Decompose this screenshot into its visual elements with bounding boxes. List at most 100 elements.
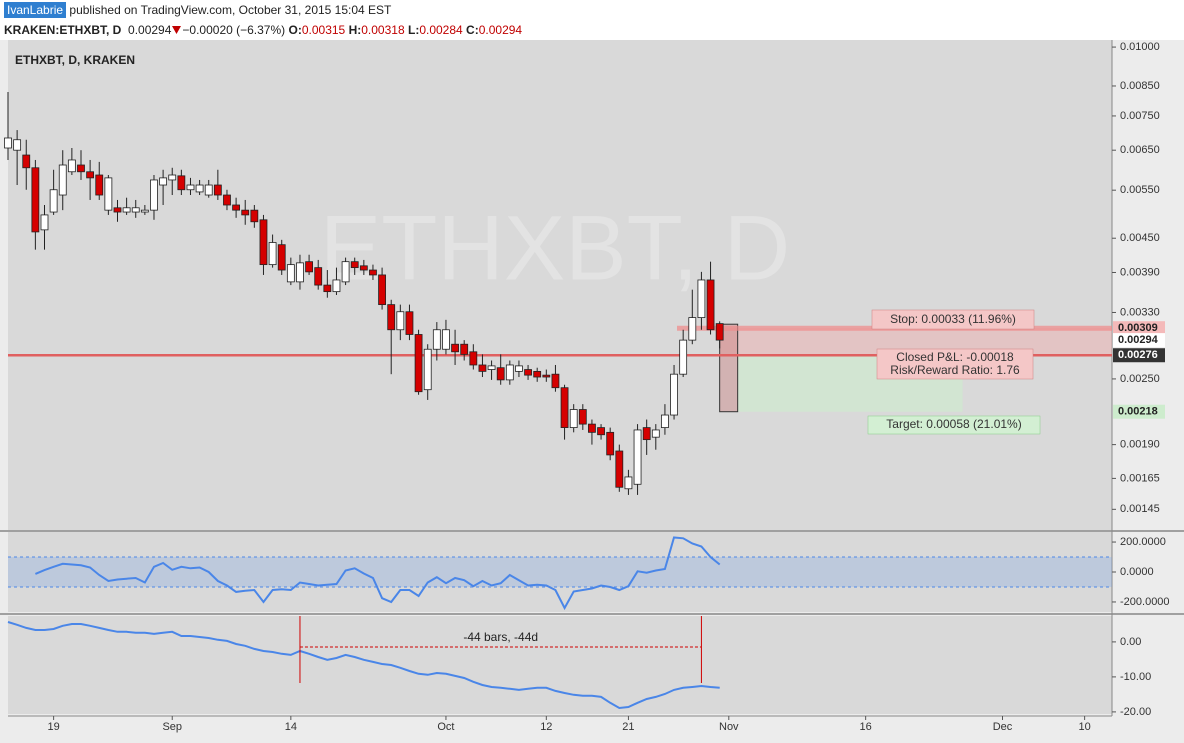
candle-body <box>359 265 368 271</box>
y-tick-label: 0.00165 <box>1120 472 1160 484</box>
pnl-box-bg <box>876 348 1034 380</box>
cci-band <box>8 557 1112 587</box>
candle-body <box>524 369 532 376</box>
candle-body <box>104 177 113 211</box>
candle-body <box>633 429 642 485</box>
candle-body <box>350 261 359 269</box>
x-tick-label: Oct <box>437 721 454 733</box>
price-label: 0.00276 <box>1118 349 1158 361</box>
candle-body <box>651 429 660 438</box>
x-tick-label: Sep <box>162 721 182 733</box>
candle-body <box>460 343 469 355</box>
measure-label: -44 bars, -44d <box>463 630 538 644</box>
ohlc-value: 0.00284 <box>419 23 463 37</box>
y-tick-label: 0.0000 <box>1120 566 1154 578</box>
y-tick-label: 0.00450 <box>1120 232 1160 244</box>
author[interactable]: IvanLabrie <box>4 2 67 18</box>
candle-body <box>551 373 560 389</box>
candle-body <box>49 189 58 213</box>
position-box <box>719 323 739 413</box>
candle-body <box>113 207 122 213</box>
candle-body <box>186 184 195 191</box>
y-tick-label: 0.00750 <box>1120 110 1160 122</box>
candle-body <box>661 414 669 429</box>
price-label-bg <box>1113 321 1165 336</box>
ohlc-key: L: <box>407 23 420 37</box>
candle-body <box>40 214 49 231</box>
quote-row: KRAKEN:ETHXBT, D 0.00294 −0.00020 (−6.37%… <box>0 20 1184 40</box>
candle-body <box>250 209 259 223</box>
candle-body <box>396 311 405 331</box>
x-tick-label: 19 <box>47 721 59 733</box>
y-tick-label: 200.0000 <box>1120 536 1166 548</box>
osc-pane <box>8 616 1112 714</box>
y-tick-label: 0.00650 <box>1120 144 1160 156</box>
candle-body <box>414 334 423 393</box>
candle-body <box>58 164 67 196</box>
candle-body <box>378 274 386 306</box>
candle-body <box>195 184 204 193</box>
candle-body <box>314 267 323 286</box>
ohlc-key: H: <box>348 23 362 37</box>
candle-body <box>515 365 523 372</box>
x-tick-label: 21 <box>622 721 634 733</box>
ohlc-value: 0.00315 <box>301 23 346 37</box>
down-arrow <box>172 26 182 34</box>
indicator-line <box>7 621 720 710</box>
symbol: KRAKEN:ETHXBT, D <box>4 23 122 37</box>
candle-body <box>4 137 12 149</box>
candle-body <box>542 374 551 378</box>
price-label: 0.00218 <box>1118 406 1158 418</box>
candle-body <box>268 242 277 266</box>
target-box-bg <box>867 415 1041 435</box>
y-tick-label: 0.00390 <box>1120 266 1160 278</box>
y-tick-label: -200.0000 <box>1120 596 1170 608</box>
candle-body <box>259 219 268 266</box>
candle-body <box>697 279 706 318</box>
candle-body <box>67 159 76 173</box>
ohlc-item: C:0.00294 <box>463 23 522 37</box>
ratio-text: Risk/Reward Ratio: 1.76 <box>890 363 1020 377</box>
candle-body <box>223 194 231 206</box>
candle-body <box>679 339 688 375</box>
chart-title: ETHXBT, D, KRAKEN <box>15 53 135 67</box>
ohlc-item: O:0.00315 <box>285 23 346 37</box>
candle-body <box>22 154 31 169</box>
x-tick-label: Dec <box>993 721 1013 733</box>
x-tick-label: 12 <box>540 721 552 733</box>
publish-row: IvanLabrie published on TradingView.com,… <box>0 0 1184 20</box>
candle-body <box>624 476 633 490</box>
ohlc-item: H:0.00318 <box>345 23 405 37</box>
candle-body <box>332 279 341 293</box>
candle-body <box>86 171 95 179</box>
candle-body <box>569 409 578 429</box>
candle-body <box>533 370 542 378</box>
candle-body <box>423 348 432 391</box>
published: published on TradingView.com, October 31… <box>69 3 392 17</box>
candle-body <box>305 261 313 273</box>
candle-body <box>77 164 85 173</box>
stop-text: Stop: 0.00033 (11.96%) <box>890 312 1016 326</box>
y-tick-label: 0.00 <box>1120 636 1141 648</box>
candle-body <box>715 323 724 341</box>
main-pane <box>8 40 1112 530</box>
candle-body <box>442 329 450 350</box>
y-tick-label: 0.00850 <box>1120 80 1160 92</box>
ohlc-value: 0.00318 <box>361 23 405 37</box>
x-tick-label: 16 <box>860 721 872 733</box>
candle-body <box>95 174 104 196</box>
candle-body <box>204 184 213 196</box>
pnl-text: Closed P&L: -0.00018 <box>896 350 1014 364</box>
candle-body <box>241 209 250 216</box>
candle-body <box>615 450 624 488</box>
price-label-bg <box>1113 333 1165 348</box>
candle-body <box>177 175 186 191</box>
y-tick-label: -10.00 <box>1120 671 1151 683</box>
ohlc-key: C: <box>466 23 479 37</box>
candle-body <box>405 311 414 335</box>
change: −0.00020 (−6.37%) <box>182 23 286 37</box>
stop-box-bg <box>871 309 1035 330</box>
candle-body <box>159 177 168 186</box>
